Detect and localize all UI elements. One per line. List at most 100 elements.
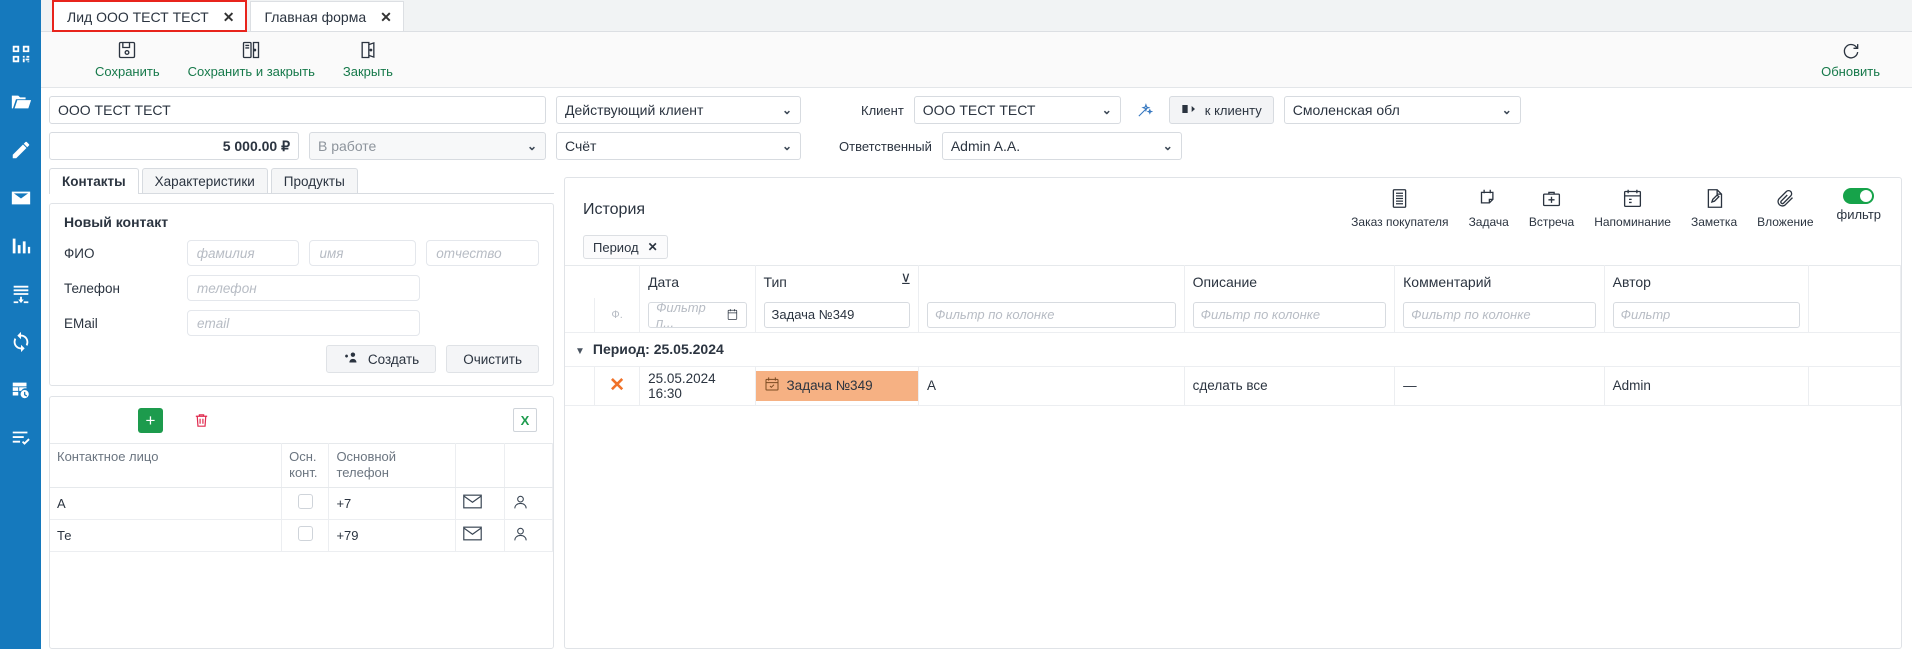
filter-comment-input[interactable]: Фильтр по колонке xyxy=(1403,301,1596,328)
tab-contacts[interactable]: Контакты xyxy=(49,168,139,194)
add-user-icon xyxy=(343,350,360,368)
row-email-icon[interactable] xyxy=(455,487,505,520)
folder-icon[interactable] xyxy=(9,90,33,114)
meeting-icon xyxy=(1541,188,1562,212)
col-description[interactable]: Описание xyxy=(1184,265,1396,298)
col-comment[interactable]: Комментарий xyxy=(1394,265,1605,298)
row-author-cell: Admin xyxy=(1604,366,1809,406)
col-subject[interactable] xyxy=(918,265,1185,298)
create-contact-label: Создать xyxy=(367,351,420,367)
action-note[interactable]: Заметка xyxy=(1682,188,1746,229)
contact-phone-cell: +7 xyxy=(328,487,457,520)
tab-lead[interactable]: Лид ООО ТЕСТ ТЕСТ ✕ xyxy=(51,0,248,32)
table-row[interactable]: Те +79 xyxy=(50,519,554,552)
add-contact-row-button[interactable]: + xyxy=(138,407,163,433)
action-reminder[interactable]: Напоминание xyxy=(1585,188,1680,229)
amount-input[interactable]: 5 000.00 ₽ xyxy=(49,132,299,160)
group-row-label: Период: 25.05.2024 xyxy=(592,341,724,357)
row-delete-button[interactable]: ✕ xyxy=(594,366,641,406)
clear-contact-button[interactable]: Очистить xyxy=(446,345,539,373)
tab-characteristics[interactable]: Характеристики xyxy=(141,168,268,193)
envelope-icon[interactable] xyxy=(9,186,33,210)
firstname-input[interactable]: имя xyxy=(309,240,417,266)
create-contact-button[interactable]: Создать xyxy=(325,345,437,373)
sync-icon[interactable] xyxy=(9,330,33,354)
action-customer-order[interactable]: Заказ покупателя xyxy=(1342,188,1457,229)
chip-period[interactable]: Период ✕ xyxy=(583,235,668,259)
main-contact-checkbox[interactable] xyxy=(281,519,330,552)
lead-name-input[interactable]: ООО ТЕСТ ТЕСТ xyxy=(49,96,546,124)
stage-select[interactable]: В работе ⌄ xyxy=(309,132,546,160)
filter-date-input[interactable]: Фильтр п... xyxy=(648,300,747,330)
list-download-icon[interactable] xyxy=(9,282,33,306)
tab-lead-close-icon[interactable]: ✕ xyxy=(222,8,235,25)
chip-period-close-icon[interactable]: ✕ xyxy=(647,240,658,254)
filter-actions[interactable]: Ф. xyxy=(594,297,641,333)
col-author[interactable]: Автор xyxy=(1604,265,1809,298)
main-contact-checkbox[interactable] xyxy=(281,487,330,520)
filter-subject-input[interactable]: Фильтр по колонке xyxy=(927,301,1176,328)
responsible-select[interactable]: Admin A.A. ⌄ xyxy=(941,132,1182,160)
col-contact-person[interactable]: Контактное лицо xyxy=(50,443,283,488)
fio-row: ФИО фамилия имя отчество xyxy=(64,240,540,266)
email-input[interactable]: email xyxy=(187,310,420,336)
delete-contact-row-button[interactable] xyxy=(189,408,214,433)
col-type[interactable]: Тип ⊻ xyxy=(755,265,920,298)
pencil-icon[interactable] xyxy=(9,138,33,162)
client-select[interactable]: ООО ТЕСТ ТЕСТ ⌄ xyxy=(913,96,1121,124)
list-check-icon[interactable] xyxy=(9,426,33,450)
go-to-client-button[interactable]: к клиенту xyxy=(1168,96,1274,124)
row-email-icon[interactable] xyxy=(455,519,505,552)
close-icon[interactable]: ✕ xyxy=(609,375,626,396)
table-row[interactable]: ✕ 25.05.2024 16:30 Задача №349 xyxy=(565,366,1901,406)
fio-label: ФИО xyxy=(64,245,95,261)
tab-main-form-label: Главная форма xyxy=(264,8,367,25)
row-person-icon[interactable] xyxy=(504,519,554,552)
region-select[interactable]: Смоленская обл ⌄ xyxy=(1283,96,1521,124)
save-button[interactable]: Сохранить xyxy=(81,40,174,79)
chevron-down-icon: ⌄ xyxy=(1101,103,1112,117)
filter-author-input[interactable]: Фильтр xyxy=(1612,301,1800,328)
filter-switch[interactable] xyxy=(1843,188,1875,204)
close-button-label: Закрыть xyxy=(342,64,393,79)
left-tabs: Контакты Характеристики Продукты xyxy=(49,168,554,194)
table-row[interactable]: А +7 xyxy=(50,487,554,520)
order-icon xyxy=(1389,188,1410,212)
client-value: ООО ТЕСТ ТЕСТ xyxy=(922,102,1036,118)
expand-collapse-icon[interactable]: ▼ xyxy=(575,346,585,357)
filter-toggle[interactable]: фильтр xyxy=(1825,188,1887,222)
document-type-select[interactable]: Счёт ⌄ xyxy=(556,132,801,160)
table-clock-icon[interactable] xyxy=(9,378,33,402)
action-task[interactable]: Задача xyxy=(1460,188,1518,229)
filter-type-input[interactable]: Задача №349 xyxy=(763,301,911,328)
phone-input[interactable]: телефон xyxy=(187,275,420,301)
client-status-select[interactable]: Действующий клиент ⌄ xyxy=(556,96,801,124)
filter-funnel-icon[interactable]: ⊻ xyxy=(900,271,912,287)
lastname-input[interactable]: фамилия xyxy=(186,240,300,266)
save-and-close-button[interactable]: Сохранить и закрыть xyxy=(174,40,329,79)
action-attachment[interactable]: Вложение xyxy=(1748,188,1822,229)
bar-chart-icon[interactable] xyxy=(9,234,33,258)
qr-code-icon[interactable] xyxy=(9,42,33,66)
tab-main-form-close-icon[interactable]: ✕ xyxy=(380,8,392,25)
magic-wand-button[interactable] xyxy=(1131,96,1159,124)
tab-main-form[interactable]: Главная форма ✕ xyxy=(250,1,404,31)
group-row[interactable]: ▼ Период: 25.05.2024 xyxy=(565,332,1901,367)
col-main-phone[interactable]: Основной телефон xyxy=(328,443,457,488)
history-table-header: Дата Тип ⊻ Описание Комментарий Автор xyxy=(565,265,1901,298)
chevron-down-icon: ⌄ xyxy=(1162,139,1173,153)
action-meeting[interactable]: Встреча xyxy=(1520,188,1583,229)
col-main-contact[interactable]: Осн. конт. xyxy=(281,443,330,488)
row-person-icon[interactable] xyxy=(504,487,554,520)
close-button[interactable]: Закрыть xyxy=(329,40,407,79)
tab-products[interactable]: Продукты xyxy=(270,168,358,193)
stage-value: В работе xyxy=(318,138,377,154)
ribbon-toolbar: Сохранить Сохранить и закрыть Закрыть Об… xyxy=(41,32,1912,88)
col-date[interactable]: Дата xyxy=(639,265,756,298)
middlename-input[interactable]: отчество xyxy=(426,240,540,266)
contact-person-cell: А xyxy=(50,487,283,520)
action-note-label: Заметка xyxy=(1690,215,1738,229)
export-excel-button[interactable]: X xyxy=(513,408,537,432)
filter-desc-input[interactable]: Фильтр по колонке xyxy=(1192,301,1387,328)
refresh-button[interactable]: Обновить xyxy=(1807,40,1894,79)
